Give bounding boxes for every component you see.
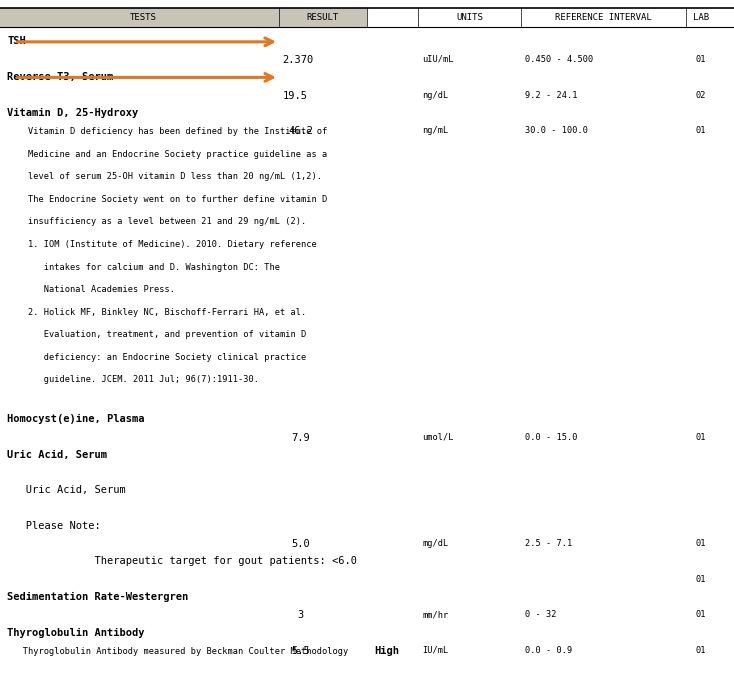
Text: 0.0 - 15.0: 0.0 - 15.0 — [525, 432, 578, 442]
Text: 0.450 - 4.500: 0.450 - 4.500 — [525, 55, 593, 64]
Text: uIU/mL: uIU/mL — [422, 55, 454, 64]
Text: 46.2: 46.2 — [288, 126, 313, 136]
Text: mm/hr: mm/hr — [422, 610, 448, 620]
Text: UNITS: UNITS — [457, 13, 483, 23]
Text: Evaluation, treatment, and prevention of vitamin D: Evaluation, treatment, and prevention of… — [7, 330, 307, 339]
Bar — [0, 8, 367, 27]
Text: TSH: TSH — [7, 36, 26, 47]
Text: 0.0 - 0.9: 0.0 - 0.9 — [525, 646, 572, 655]
Text: 19.5: 19.5 — [283, 90, 308, 101]
Text: 5.5: 5.5 — [291, 646, 310, 656]
Text: 01: 01 — [696, 55, 706, 64]
Text: Homocyst(e)ine, Plasma: Homocyst(e)ine, Plasma — [7, 414, 145, 424]
Text: Vitamin D deficiency has been defined by the Institute of: Vitamin D deficiency has been defined by… — [7, 127, 327, 136]
Text: 01: 01 — [696, 539, 706, 549]
Text: 30.0 - 100.0: 30.0 - 100.0 — [525, 126, 588, 135]
Text: The Endocrine Society went on to further define vitamin D: The Endocrine Society went on to further… — [7, 195, 327, 204]
Text: 3: 3 — [298, 610, 304, 620]
Text: LAB: LAB — [693, 13, 709, 23]
Text: intakes for calcium and D. Washington DC: The: intakes for calcium and D. Washington DC… — [7, 263, 280, 272]
Text: National Academies Press.: National Academies Press. — [7, 285, 175, 294]
Text: insufficiency as a level between 21 and 29 ng/mL (2).: insufficiency as a level between 21 and … — [7, 218, 307, 226]
Text: RESULT: RESULT — [307, 13, 339, 23]
Text: Uric Acid, Serum: Uric Acid, Serum — [7, 449, 107, 460]
Text: 2. Holick MF, Binkley NC, Bischoff-Ferrari HA, et al.: 2. Holick MF, Binkley NC, Bischoff-Ferra… — [7, 308, 307, 317]
Text: 01: 01 — [696, 575, 706, 584]
Text: High: High — [374, 646, 399, 656]
Text: 01: 01 — [696, 432, 706, 442]
Text: Sedimentation Rate-Westergren: Sedimentation Rate-Westergren — [7, 592, 189, 602]
Text: 0 - 32: 0 - 32 — [525, 610, 556, 620]
Text: 2.370: 2.370 — [283, 55, 314, 65]
Text: 5.0: 5.0 — [291, 539, 310, 549]
Text: 01: 01 — [696, 610, 706, 620]
Text: 01: 01 — [696, 646, 706, 655]
Text: ng/mL: ng/mL — [422, 126, 448, 135]
Text: Vitamin D, 25-Hydroxy: Vitamin D, 25-Hydroxy — [7, 107, 139, 118]
Text: TESTS: TESTS — [130, 13, 156, 23]
Text: Medicine and an Endocrine Society practice guideline as a: Medicine and an Endocrine Society practi… — [7, 150, 327, 159]
Text: 7.9: 7.9 — [291, 432, 310, 443]
Text: IU/mL: IU/mL — [422, 646, 448, 655]
Text: mg/dL: mg/dL — [422, 539, 448, 549]
Text: Thyroglobulin Antibody measured by Beckman Coulter Methodology: Thyroglobulin Antibody measured by Beckm… — [7, 647, 349, 656]
Text: level of serum 25-OH vitamin D less than 20 ng/mL (1,2).: level of serum 25-OH vitamin D less than… — [7, 172, 322, 181]
Text: ng/dL: ng/dL — [422, 90, 448, 100]
Text: guideline. JCEM. 2011 Jul; 96(7):1911-30.: guideline. JCEM. 2011 Jul; 96(7):1911-30… — [7, 376, 259, 384]
Text: REFERENCE INTERVAL: REFERENCE INTERVAL — [556, 13, 652, 23]
Text: Thyroglobulin Antibody: Thyroglobulin Antibody — [7, 627, 145, 637]
Text: umol/L: umol/L — [422, 432, 454, 442]
Text: 02: 02 — [696, 90, 706, 100]
Text: Therapeutic target for gout patients: <6.0: Therapeutic target for gout patients: <6… — [7, 556, 357, 566]
Text: 9.2 - 24.1: 9.2 - 24.1 — [525, 90, 578, 100]
Text: deficiency: an Endocrine Society clinical practice: deficiency: an Endocrine Society clinica… — [7, 353, 307, 362]
Text: 1. IOM (Institute of Medicine). 2010. Dietary reference: 1. IOM (Institute of Medicine). 2010. Di… — [7, 240, 317, 249]
Text: Uric Acid, Serum: Uric Acid, Serum — [7, 485, 126, 495]
Text: 01: 01 — [696, 126, 706, 135]
Text: Please Note:: Please Note: — [7, 521, 101, 531]
Text: Reverse T3, Serum: Reverse T3, Serum — [7, 72, 114, 82]
Text: 2.5 - 7.1: 2.5 - 7.1 — [525, 539, 572, 549]
